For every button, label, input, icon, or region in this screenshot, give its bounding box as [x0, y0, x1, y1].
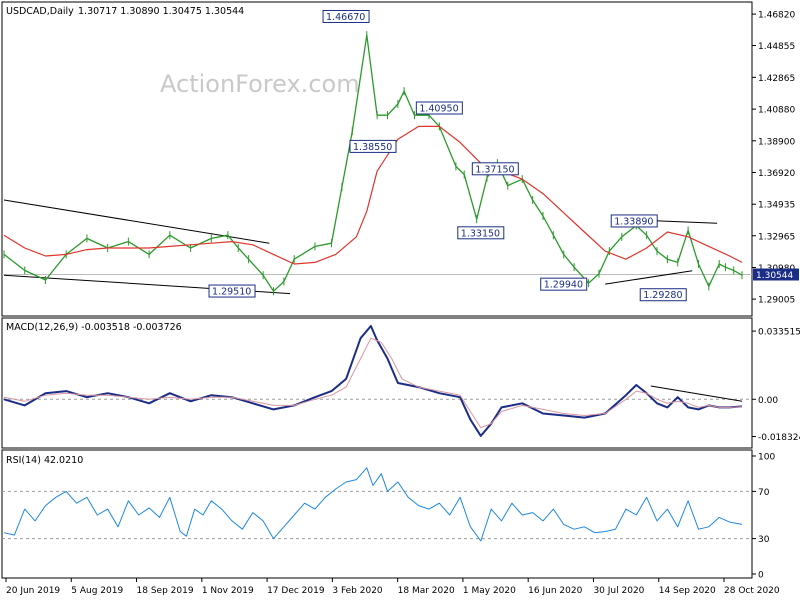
price-y-tick-label: 1.36920: [758, 169, 795, 179]
price-y-tick-label: 1.34935: [758, 201, 795, 211]
rsi-y-tick-label: 0: [758, 571, 764, 581]
macd-series-macd_signal-line: [3, 337, 743, 429]
x-tick-label: 5 Aug 2019: [71, 586, 123, 596]
macd-y-tick-label: -0.018324: [758, 433, 800, 443]
price-y-tick-label: 1.44855: [758, 42, 795, 52]
price-y-tick-label: 1.38900: [758, 137, 795, 147]
price-series-group: [3, 31, 743, 296]
price-y-tick-label: 1.46820: [758, 11, 795, 21]
x-tick-label: 20 Jun 2019: [6, 586, 60, 596]
macd-panel-frame: [1, 317, 753, 449]
watermark: ActionForex.com: [160, 70, 360, 98]
price-y-axis: 1.46820 1.44855 1.42865 1.40880 1.38900 1.369…: [752, 11, 799, 306]
rsi-panel-frame: [1, 449, 753, 579]
rsi-series-group: [3, 467, 743, 542]
rsi-panel-title: RSI(14) 42.0210: [6, 455, 83, 466]
price-annotation-label: 1.29280: [643, 290, 682, 301]
rsi-y-tick-label: 70: [758, 488, 770, 498]
rsi-y-tick-label: 30: [758, 535, 770, 545]
price-annotation-label: 1.40950: [419, 104, 458, 115]
rsi-y-axis: 100 70 30 0: [752, 453, 775, 581]
x-tick-label: 16 Jun 2020: [528, 586, 582, 596]
price-annotations: 1.46670 1.40950 1.38550 1.37150 1.33150 1.338…: [208, 9, 687, 302]
rsi-series-line: [3, 467, 743, 542]
x-axis: 20 Jun 2019 5 Aug 2019 18 Sep 2019 1 Nov 20…: [5, 578, 780, 596]
price-annotation-label: 1.38550: [353, 142, 392, 153]
price-series-price-line: [3, 34, 743, 292]
current-price-badge: [753, 268, 799, 281]
price-annotation-box: [208, 284, 256, 298]
x-tick-label: 28 Oct 2020: [724, 586, 780, 596]
x-tick-label: 17 Dec 2019: [267, 586, 325, 596]
price-annotation-box: [471, 162, 519, 176]
macd-y-axis: 0.033515 0.00 -0.018324: [752, 328, 800, 443]
macd-series-group: [3, 325, 743, 437]
price-annotation-box: [349, 139, 397, 153]
price-series-ma-line: [3, 125, 743, 265]
price-panel-frame: [1, 1, 753, 317]
macd-y-tick-label: 0.00: [758, 396, 778, 406]
x-tick-label: 3 Feb 2020: [332, 586, 383, 596]
price-annotation-box: [322, 9, 370, 23]
header-ohlc: 1.30717 1.30890 1.30475 1.30544: [78, 6, 244, 17]
price-annotation-label: 1.33150: [461, 228, 500, 239]
x-tick-label: 18 Mar 2020: [398, 586, 455, 596]
current-price-label: 1.30544: [756, 271, 793, 281]
x-tick-label: 1 Nov 2019: [202, 586, 254, 596]
price-annotation-label: 1.33890: [614, 216, 653, 227]
x-tick-label: 18 Sep 2019: [137, 586, 194, 596]
price-annotation-box: [610, 214, 658, 228]
price-y-tick-label: 1.29005: [758, 296, 795, 306]
price-annotation-label: 1.46670: [326, 12, 365, 23]
price-y-tick-label: 1.32965: [758, 232, 795, 242]
price-annotation-label: 1.29510: [212, 287, 251, 298]
price-annotation-box: [415, 101, 463, 115]
price-annotation-label: 1.29940: [544, 280, 583, 291]
price-annotation-box: [457, 226, 505, 240]
macd-y-tick-label: 0.033515: [758, 328, 800, 338]
x-tick-label: 30 Jul 2020: [593, 586, 644, 596]
price-annotation-box: [639, 288, 687, 302]
header-symbol: USDCAD,Daily: [6, 6, 74, 17]
rsi-grid: [2, 490, 752, 540]
price-y-tick-label: 1.40880: [758, 106, 795, 116]
price-y-tick-label: 1.42865: [758, 74, 795, 84]
macd-panel-title: MACD(12,26,9) -0.003518 -0.003726: [6, 322, 182, 333]
macd-trendline: [650, 385, 743, 402]
price-trendline: [605, 270, 693, 285]
x-tick-label: 1 May 2020: [463, 586, 516, 596]
price-annotation-label: 1.37150: [475, 164, 514, 175]
price-annotation-box: [540, 277, 588, 291]
rsi-y-tick-label: 100: [758, 453, 775, 463]
x-tick-label: 14 Sep 2020: [659, 586, 716, 596]
